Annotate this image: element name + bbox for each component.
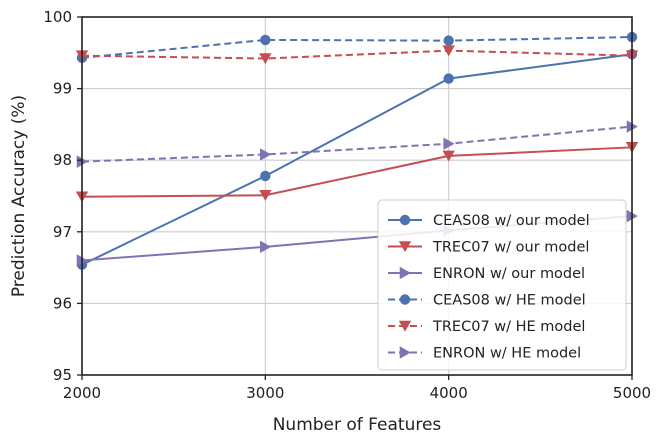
legend-label: CEAS08 w/ HE model (433, 293, 586, 309)
y-tick-label: 100 (43, 8, 72, 26)
legend-label: ENRON w/ our model (433, 266, 585, 282)
legend-label: CEAS08 w/ our model (433, 213, 590, 229)
y-tick-label: 99 (53, 80, 72, 98)
legend-marker (398, 320, 412, 332)
legend-item: TREC07 w/ our model (388, 240, 589, 256)
series-trec07-w-he-model (75, 45, 639, 65)
data-point (443, 35, 454, 46)
legend-marker (399, 266, 411, 280)
legend-marker (399, 294, 411, 305)
legend-item: TREC07 w/ HE model (388, 319, 585, 335)
x-tick-label: 4000 (430, 384, 468, 402)
y-tick-label: 97 (53, 223, 72, 241)
series-line (81, 49, 633, 60)
y-axis-title: Prediction Accuracy (%) (9, 95, 29, 297)
y-tick-label: 95 (53, 366, 72, 384)
legend-item: ENRON w/ HE model (388, 346, 581, 362)
y-tick-label: 98 (53, 151, 72, 169)
legend-item: ENRON w/ our model (388, 266, 585, 282)
y-tick-label: 96 (53, 294, 72, 312)
axis-ticks: 2000 3000 4000 5000 95 96 97 98 99 100 (43, 8, 651, 402)
data-point (259, 190, 272, 201)
series-line (81, 146, 633, 198)
series-line (81, 53, 633, 266)
data-point (260, 148, 272, 161)
data-point (442, 45, 455, 57)
legend-item: CEAS08 w/ our model (388, 213, 590, 229)
series-line (81, 36, 633, 59)
legend: CEAS08 w/ our model TREC07 w/ our model EN… (377, 199, 627, 371)
legend-label: TREC07 w/ HE model (432, 319, 585, 335)
data-point (443, 137, 455, 150)
series-line (81, 125, 633, 163)
legend-marker (399, 214, 411, 226)
legend-marker (398, 241, 412, 253)
plot-frame (81, 16, 633, 376)
legend-label: TREC07 w/ our model (432, 240, 589, 256)
data-point (259, 53, 272, 65)
legend-label: ENRON w/ HE model (433, 346, 581, 362)
x-tick-label: 2000 (63, 384, 101, 402)
data-point (443, 73, 454, 84)
legend-box (377, 199, 627, 371)
x-tick-label: 5000 (613, 384, 651, 402)
data-point (442, 150, 455, 162)
data-point (260, 240, 272, 254)
legend-marker (399, 346, 411, 359)
legend-item: CEAS08 w/ HE model (388, 293, 586, 309)
data-point (260, 170, 271, 182)
x-axis-title: Number of Features (273, 415, 442, 435)
x-tick-label: 3000 (246, 384, 284, 402)
series-ceas08-w-he-model (76, 31, 638, 64)
series-trec07-w-our-model (75, 142, 639, 203)
data-point (260, 34, 271, 46)
